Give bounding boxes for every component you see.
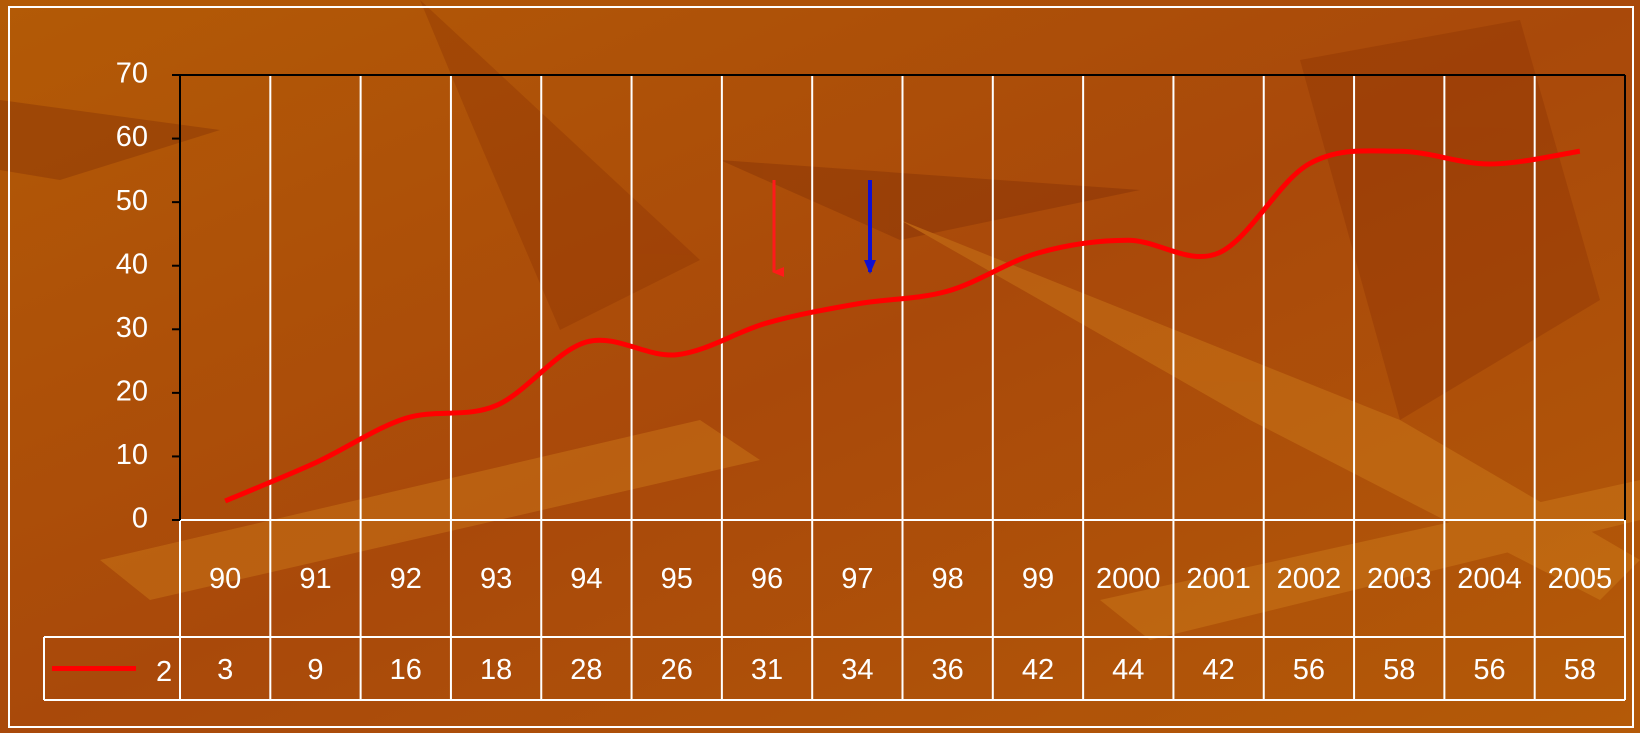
x-tick-label: 99	[1022, 563, 1054, 595]
x-tick-label: 93	[480, 563, 512, 595]
x-tick-label: 2002	[1277, 563, 1342, 595]
y-tick-label: 50	[116, 185, 148, 217]
x-tick-label: 2004	[1457, 563, 1522, 595]
frame	[8, 6, 1634, 728]
x-tick-label: 2003	[1367, 563, 1432, 595]
x-tick-label: 90	[209, 563, 241, 595]
y-tick-label: 30	[116, 312, 148, 344]
legend-label: 2	[156, 656, 172, 688]
value-label: 28	[570, 654, 602, 686]
value-label: 34	[841, 654, 873, 686]
value-label: 56	[1473, 654, 1505, 686]
x-tick-label: 95	[661, 563, 693, 595]
value-label: 42	[1022, 654, 1054, 686]
value-label: 9	[307, 654, 323, 686]
x-tick-label: 98	[932, 563, 964, 595]
x-tick-label: 2000	[1096, 563, 1161, 595]
value-label: 36	[932, 654, 964, 686]
y-tick-label: 70	[116, 58, 148, 90]
y-tick-label: 60	[116, 121, 148, 153]
y-tick-label: 40	[116, 248, 148, 280]
data-line	[224, 148, 1581, 504]
y-tick-label: 0	[132, 503, 148, 535]
y-tick-label: 10	[116, 439, 148, 471]
value-label: 58	[1564, 654, 1596, 686]
y-tick-label: 20	[116, 376, 148, 408]
value-label: 3	[217, 654, 233, 686]
value-label: 44	[1112, 654, 1144, 686]
value-label: 31	[751, 654, 783, 686]
x-tick-label: 94	[570, 563, 602, 595]
value-label: 58	[1383, 654, 1415, 686]
x-tick-label: 91	[299, 563, 331, 595]
x-tick-label: 2001	[1186, 563, 1251, 595]
x-tick-label: 2005	[1548, 563, 1613, 595]
value-label: 42	[1202, 654, 1234, 686]
value-label: 56	[1293, 654, 1325, 686]
value-label: 26	[661, 654, 693, 686]
x-tick-label: 92	[390, 563, 422, 595]
x-tick-label: 97	[841, 563, 873, 595]
x-tick-label: 96	[751, 563, 783, 595]
value-label: 18	[480, 654, 512, 686]
value-label: 16	[390, 654, 422, 686]
